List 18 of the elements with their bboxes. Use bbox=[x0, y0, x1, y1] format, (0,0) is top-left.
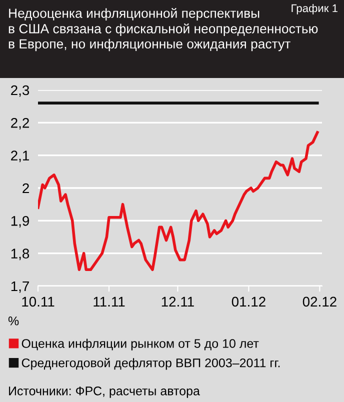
y-tick-label: 2,3 bbox=[11, 85, 30, 97]
y-tick-label: 1,9 bbox=[11, 216, 30, 228]
legend-label: Среднегодовой дефлятор ВВП 2003–2011 гг. bbox=[22, 358, 280, 370]
y-tick-label: 2 bbox=[22, 183, 29, 194]
y-tick-label: 1,7 bbox=[11, 281, 29, 293]
y-axis-title: % bbox=[8, 316, 19, 326]
y-tick-label: 2,1 bbox=[11, 150, 29, 162]
x-tick-label: 10.11 bbox=[22, 296, 54, 307]
y-tick-label: 2,2 bbox=[11, 118, 29, 130]
x-tick-label: 02.12 bbox=[302, 296, 336, 307]
x-tick-label: 12.11 bbox=[162, 296, 194, 306]
text: Источники: ФРС, расчеты автора bbox=[9, 386, 200, 398]
legend-label: Оценка инфляции рынком от 5 до 10 лет bbox=[22, 338, 259, 350]
line-series bbox=[38, 131, 319, 272]
x-tick-label: 11.11 bbox=[94, 296, 125, 306]
text: График 1 bbox=[292, 4, 338, 14]
x-tick-label: 01.12 bbox=[232, 296, 266, 307]
y-tick-label: 1,8 bbox=[11, 248, 30, 260]
